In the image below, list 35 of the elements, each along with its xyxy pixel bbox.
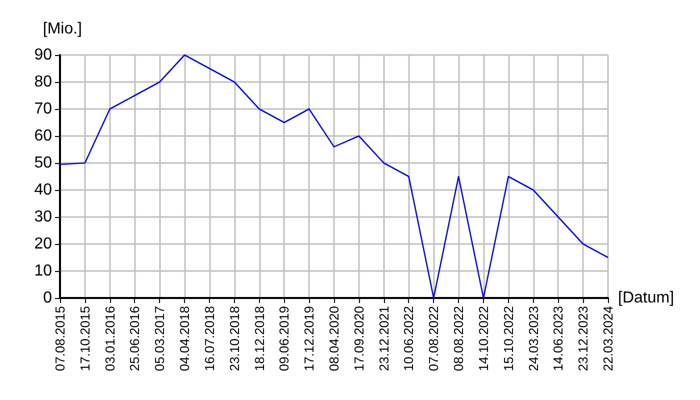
- x-tick-label: 23.12.2023: [576, 306, 591, 372]
- x-tick-label: 05.03.2017: [152, 306, 168, 372]
- x-tick-label: 17.10.2015: [77, 306, 92, 372]
- x-axis-title: [Datum]: [618, 290, 674, 306]
- x-tick-label: 16.07.2018: [202, 306, 217, 372]
- y-tick-label: 90: [34, 46, 52, 64]
- x-tick-label: 23.10.2018: [226, 306, 242, 372]
- x-tick-label: 22.03.2024: [600, 306, 616, 372]
- y-tick-label: 10: [34, 262, 52, 280]
- x-tick-label: 24.03.2023: [526, 306, 541, 372]
- x-tick-label: 17.12.2019: [302, 306, 317, 372]
- x-tick-label: 25.06.2016: [127, 306, 142, 372]
- y-tick-label: 20: [34, 236, 52, 252]
- y-tick-label: 80: [34, 74, 52, 90]
- x-tick-label: 15.10.2022: [500, 306, 516, 372]
- x-tick-label: 08.08.2022: [451, 306, 466, 372]
- x-tick-label: 17.09.2020: [351, 306, 366, 372]
- y-tick-label: 50: [34, 154, 52, 172]
- x-tick-label: 10.06.2022: [401, 306, 416, 372]
- x-tick-label: 09.06.2019: [276, 306, 292, 372]
- x-tick-label: 23.12.2021: [376, 306, 392, 372]
- x-tick-label: 08.04.2020: [326, 306, 342, 372]
- y-tick-label: 30: [34, 208, 52, 226]
- x-tick-label: 07.08.2022: [426, 306, 442, 372]
- x-tick-label: 18.12.2018: [252, 306, 267, 372]
- y-tick-label: 60: [34, 128, 52, 144]
- x-tick-label: 03.01.2016: [102, 306, 118, 372]
- x-tick-label: 14.10.2022: [476, 306, 491, 372]
- y-axis-title: [Mio.]: [42, 20, 82, 38]
- y-tick-label: 0: [43, 290, 52, 306]
- x-tick-label: 14.06.2023: [550, 306, 566, 372]
- x-tick-label: 04.04.2018: [177, 306, 192, 372]
- x-tick-label: 07.08.2015: [52, 306, 68, 372]
- y-tick-label: 70: [34, 100, 52, 118]
- y-tick-label: 40: [34, 182, 52, 198]
